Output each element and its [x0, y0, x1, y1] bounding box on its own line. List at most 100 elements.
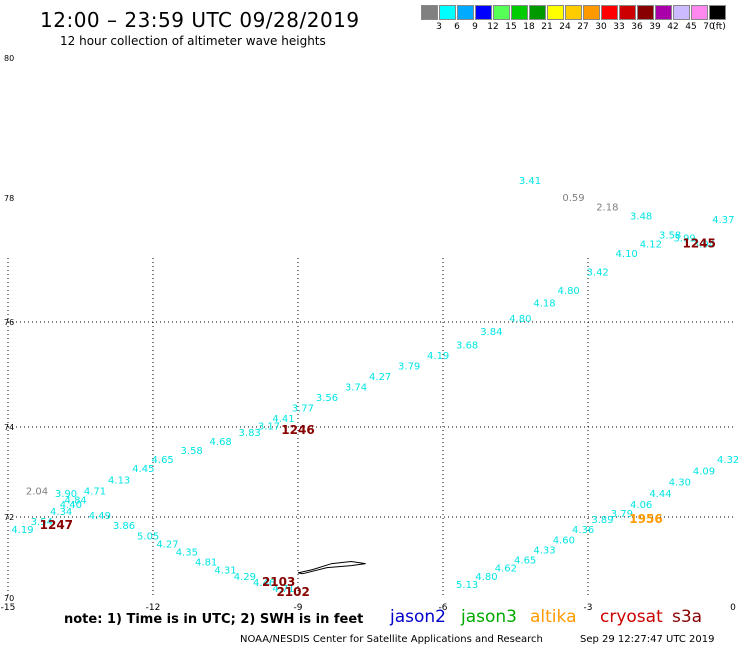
wave-height-value: 4.62 — [495, 564, 517, 575]
legend-swatch — [421, 5, 438, 20]
x-tick-label: 0 — [730, 603, 736, 610]
wave-height-value: 4.06 — [630, 500, 652, 511]
satellite-label: altika — [530, 607, 577, 627]
wave-height-value: 4.10 — [616, 249, 638, 260]
wave-height-value: 4.36 — [572, 525, 594, 536]
wave-height-value: 2.04 — [26, 487, 48, 498]
y-tick-label: 78 — [4, 194, 14, 203]
legend-swatch — [511, 5, 528, 20]
wave-height-value: 0.59 — [562, 193, 584, 204]
wave-height-value: 3.42 — [587, 268, 609, 279]
wave-height-value: 4.80 — [509, 314, 531, 325]
wave-height-value: 4.09 — [693, 466, 715, 477]
wave-height-value: 4.84 — [65, 496, 87, 507]
wave-height-value: 3.41 — [519, 176, 541, 187]
wave-height-value: 3.89 — [591, 515, 613, 526]
wave-height-value: 3.58 — [659, 230, 681, 241]
pass-time-label: 1247 — [40, 518, 73, 532]
wave-height-value: 4.71 — [84, 487, 106, 498]
wave-height-value: 3.79 — [611, 509, 633, 520]
wave-height-value: 3.58 — [181, 446, 203, 457]
generation-timestamp: Sep 29 12:27:47 UTC 2019 — [580, 634, 715, 645]
legend-label: 18 — [523, 22, 535, 32]
legend-swatch — [457, 5, 474, 20]
wave-height-value: 4.60 — [553, 535, 575, 546]
wave-height-value: 4.13 — [108, 475, 130, 486]
wave-height-value: 3.77 — [292, 403, 314, 414]
legend-label: 36 — [631, 22, 643, 32]
wave-height-value: 4.19 — [11, 525, 33, 536]
pass-time-label: 1245 — [682, 237, 715, 251]
legend-swatch — [691, 5, 708, 20]
x-tick-label: -6 — [439, 603, 448, 610]
legend-label: 39 — [649, 22, 661, 32]
pass-time-label: 1956 — [629, 512, 662, 526]
wave-height-value: 4.29 — [234, 572, 256, 583]
wave-height-value: 4.31 — [214, 566, 236, 577]
wave-height-value: 3.86 — [113, 521, 135, 532]
legend-swatch — [619, 5, 636, 20]
wave-height-value: 4.41 — [272, 414, 294, 425]
legend-swatch — [655, 5, 672, 20]
wave-height-value: 4.27 — [156, 539, 178, 550]
satellite-label: jason3 — [461, 607, 517, 627]
legend-swatch — [547, 5, 564, 20]
satellite-label: cryosat — [600, 607, 663, 627]
pass-time-label: 1246 — [281, 423, 314, 437]
legend-label: 42 — [667, 22, 679, 32]
legend-swatch — [673, 5, 690, 20]
wave-height-value: 4.12 — [640, 240, 662, 251]
wave-height-value: 3.79 — [398, 361, 420, 372]
wave-height-value: 3.48 — [630, 212, 652, 223]
wave-height-value: 3.83 — [239, 428, 261, 439]
legend-label: 3 — [436, 22, 442, 32]
wave-height-value: 4.80 — [475, 572, 497, 583]
legend-swatch — [565, 5, 582, 20]
wave-height-value: 4.65 — [152, 455, 174, 466]
wave-height-value: 4.32 — [717, 455, 739, 466]
pass-time-label: 2102 — [276, 585, 309, 599]
wave-height-value: 4.71 — [272, 584, 294, 595]
wave-height-map: -15 -12 -9 -6 -3 08078767472704.193.544.344.4… — [1, 54, 740, 610]
wave-height-value: 4.68 — [210, 437, 232, 448]
wave-height-value: 3.90 — [55, 489, 77, 500]
wave-height-value: 4.44 — [649, 489, 671, 500]
wave-height-value: 4.30 — [669, 478, 691, 489]
wave-height-value: 4.40 — [60, 500, 82, 511]
wave-height-value: 5.05 — [137, 531, 159, 542]
wave-height-value: 3.99 — [674, 233, 696, 244]
legend-swatch — [493, 5, 510, 20]
wave-height-value: 4.34 — [50, 507, 72, 518]
y-tick-label: 80 — [4, 54, 14, 63]
legend-label: 21 — [541, 22, 553, 32]
legend-swatch — [583, 5, 600, 20]
legend-label: 70 — [703, 22, 715, 32]
pass-time-label: 2103 — [262, 575, 295, 589]
legend-label: 45 — [685, 22, 697, 32]
page-title: 12:00 – 23:59 UTC 09/28/2019 — [40, 8, 360, 32]
wave-height-value: 4.81 — [195, 558, 217, 569]
legend-label: 6 — [454, 22, 460, 32]
wave-height-value: 5.13 — [456, 580, 478, 591]
legend-label: 24 — [559, 22, 571, 32]
wave-height-value: 4.37 — [712, 215, 734, 226]
y-tick-label: 70 — [4, 594, 14, 603]
wave-height-value: 4.45 — [132, 464, 154, 475]
y-tick-label: 76 — [4, 318, 14, 327]
satellite-label: jason2 — [390, 607, 446, 627]
footer-note: note: 1) Time is in UTC; 2) SWH is in fe… — [64, 612, 364, 627]
wave-height-value: 3.74 — [345, 382, 367, 393]
x-tick-label: -12 — [146, 603, 161, 610]
wave-height-value: 4.35 — [176, 547, 198, 558]
page-subtitle: 12 hour collection of altimeter wave hei… — [60, 34, 326, 48]
legend-label: 9 — [472, 22, 478, 32]
legend-unit: (ft) — [712, 22, 726, 32]
wave-height-value: 3.94 — [693, 240, 715, 251]
wave-height-value: 4.33 — [533, 545, 555, 556]
wave-height-value: 4.49 — [89, 511, 111, 522]
wave-height-value: 3.17 — [258, 421, 280, 432]
satellite-label: s3a — [672, 607, 703, 627]
legend-swatch — [601, 5, 618, 20]
wave-height-value: 3.68 — [456, 340, 478, 351]
legend-swatch — [709, 5, 726, 20]
